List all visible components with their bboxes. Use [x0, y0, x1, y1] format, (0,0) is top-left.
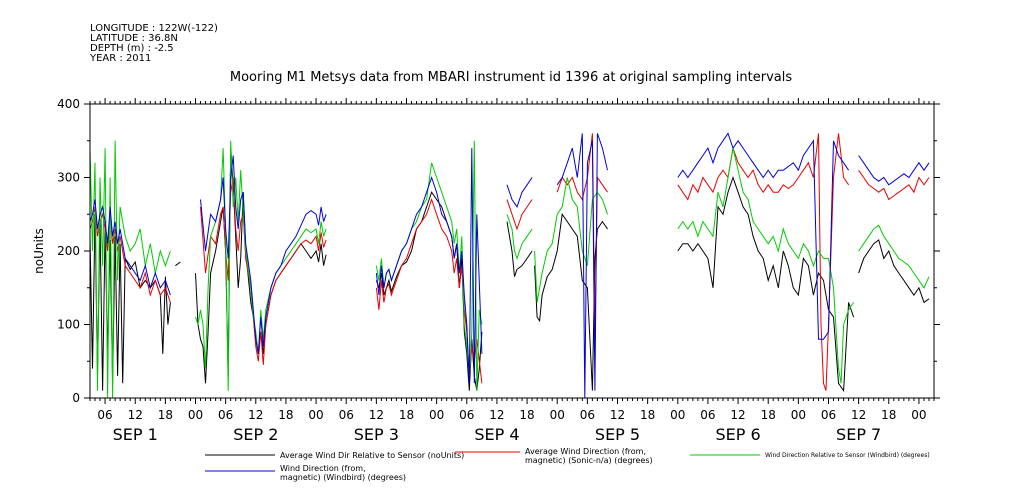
depth-label: DEPTH (m) : -2.5 — [90, 43, 174, 54]
x-tick-label-1: 12 — [128, 408, 143, 422]
x-tick-label-18: 18 — [640, 408, 655, 422]
x-tick-label-3: 00 — [188, 408, 203, 422]
series-0-line-segment-3 — [375, 191, 483, 391]
chart-title: Mooring M1 Metsys data from MBARI instru… — [230, 70, 792, 85]
series-2-line-segment-0 — [89, 140, 171, 399]
series-1-line-segment-2 — [375, 197, 483, 384]
x-tick-label-12: 06 — [459, 408, 474, 422]
latitude-label: LATITUDE : 36.8N — [90, 33, 178, 44]
series-1-line-segment-3 — [506, 199, 533, 231]
y-tick-label-2: 200 — [57, 244, 80, 258]
series-0-line-segment-5 — [534, 212, 608, 391]
x-tick-label-19: 00 — [670, 408, 685, 422]
x-tick-label-0: 06 — [97, 408, 112, 422]
legend-label-2-line-0: Wind Direction Relative to Sensor (Windb… — [765, 452, 930, 459]
y-tick-label-4: 400 — [57, 97, 80, 111]
series-0-line-segment-4 — [506, 221, 533, 277]
x-tick-label-8: 06 — [339, 408, 354, 422]
series-2-line-segment-1 — [195, 140, 327, 391]
x-tick-label-27: 00 — [911, 408, 926, 422]
series-3-line-segment-6 — [858, 155, 930, 186]
x-tick-label-7: 00 — [308, 408, 323, 422]
series-0-line-segment-1 — [175, 261, 181, 267]
series-3-line-segment-1 — [200, 155, 327, 354]
x-tick-label-22: 18 — [761, 408, 776, 422]
x-tick-label-10: 18 — [399, 408, 414, 422]
series-2-line-segment-5 — [677, 147, 855, 384]
x-tick-label-26: 18 — [881, 408, 896, 422]
x-tick-label-21: 12 — [730, 408, 745, 422]
series-2-line-segment-4 — [534, 177, 608, 303]
legend-label-1-line-1: magnetic) (Sonic-n/a) (degrees) — [525, 456, 653, 465]
legend-label-3-line-0: Wind Direction (from, — [280, 464, 366, 473]
legend: Average Wind Dir Relative to Sensor (noU… — [205, 447, 930, 482]
series-1-line-segment-1 — [200, 177, 327, 365]
series-3-line-segment-5 — [677, 132, 850, 340]
day-label-4: SEP 5 — [595, 425, 640, 444]
day-label-0: SEP 1 — [113, 425, 158, 444]
day-label-6: SEP 7 — [836, 425, 881, 444]
y-axis-label: noUnits — [32, 228, 46, 274]
day-label-1: SEP 2 — [233, 425, 278, 444]
series-0-line-segment-6 — [677, 175, 855, 393]
plot-series — [89, 132, 930, 399]
y-tick-label-3: 300 — [57, 171, 80, 185]
x-tick-label-25: 12 — [851, 408, 866, 422]
x-tick-label-9: 12 — [369, 408, 384, 422]
x-tick-label-2: 18 — [158, 408, 173, 422]
x-tick-label-4: 06 — [218, 408, 233, 422]
series-3-line-segment-3 — [506, 177, 533, 209]
series-1-line-segment-5 — [677, 133, 850, 391]
legend-label-0-line-0: Average Wind Dir Relative to Sensor (noU… — [280, 451, 464, 460]
series-1-line-segment-6 — [858, 169, 930, 201]
day-label-5: SEP 6 — [715, 425, 760, 444]
legend-label-1-line-0: Average Wind Direction (from, — [525, 447, 646, 456]
x-tick-label-5: 12 — [248, 408, 263, 422]
y-ticks: 0 100 200 300 400 — [57, 97, 940, 405]
series-0-line-segment-7 — [858, 239, 930, 304]
x-tick-label-20: 06 — [700, 408, 715, 422]
year-label: YEAR : 2011 — [89, 53, 151, 64]
legend-label-3-line-1: magnetic) (Windbird) (degrees) — [280, 473, 406, 482]
x-tick-label-11: 00 — [429, 408, 444, 422]
x-tick-label-23: 00 — [791, 408, 806, 422]
x-tick-label-16: 06 — [580, 408, 595, 422]
series-2-line-segment-6 — [858, 224, 930, 289]
y-tick-label-0: 0 — [72, 391, 80, 405]
x-tick-label-15: 00 — [550, 408, 565, 422]
x-ticks: 06 12 18 00 06 12 18 00 06 12 18 00 06 12 18 00 06 12 18 00… — [89, 98, 935, 444]
x-tick-label-17: 12 — [610, 408, 625, 422]
series-2-line-segment-3 — [506, 214, 533, 260]
series-3-line-segment-4 — [556, 133, 608, 399]
series-3-line-segment-2 — [375, 148, 483, 384]
series-0-line-segment-2 — [195, 148, 327, 384]
longitude-label: LONGITUDE : 122W(-122) — [90, 23, 218, 34]
x-tick-label-6: 18 — [278, 408, 293, 422]
x-tick-label-14: 18 — [519, 408, 534, 422]
day-label-2: SEP 3 — [354, 425, 399, 444]
y-tick-label-1: 100 — [57, 318, 80, 332]
day-label-3: SEP 4 — [474, 425, 519, 444]
x-tick-label-24: 06 — [821, 408, 836, 422]
x-tick-label-13: 12 — [489, 408, 504, 422]
series-3-line-segment-0 — [89, 199, 171, 296]
series-2-line-segment-2 — [375, 140, 483, 391]
